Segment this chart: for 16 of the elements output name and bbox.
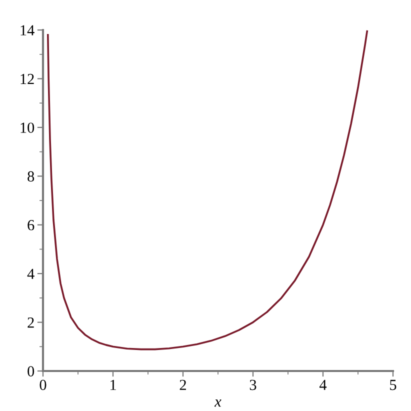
x-tick-label: 1 [110,380,116,390]
y-tick-label: 8 [28,171,34,182]
y-tick-label: 4 [27,268,34,279]
x-tick-label: 2 [180,380,186,390]
x-tick-label: 0 [40,380,46,390]
y-tick-label: 12 [20,74,34,84]
y-tick-label: 2 [28,317,34,328]
y-tick-label: 14 [20,25,34,36]
x-tick-label: 5 [390,380,396,390]
line-series [46,30,368,350]
x-axis-title: x [214,400,222,407]
x-tick-label: 4 [319,380,327,390]
y-tick-label: 0 [28,366,34,376]
y-tick-label: 10 [20,122,34,133]
y-tick-label: 6 [28,220,34,230]
x-tick-label: 3 [250,380,256,390]
